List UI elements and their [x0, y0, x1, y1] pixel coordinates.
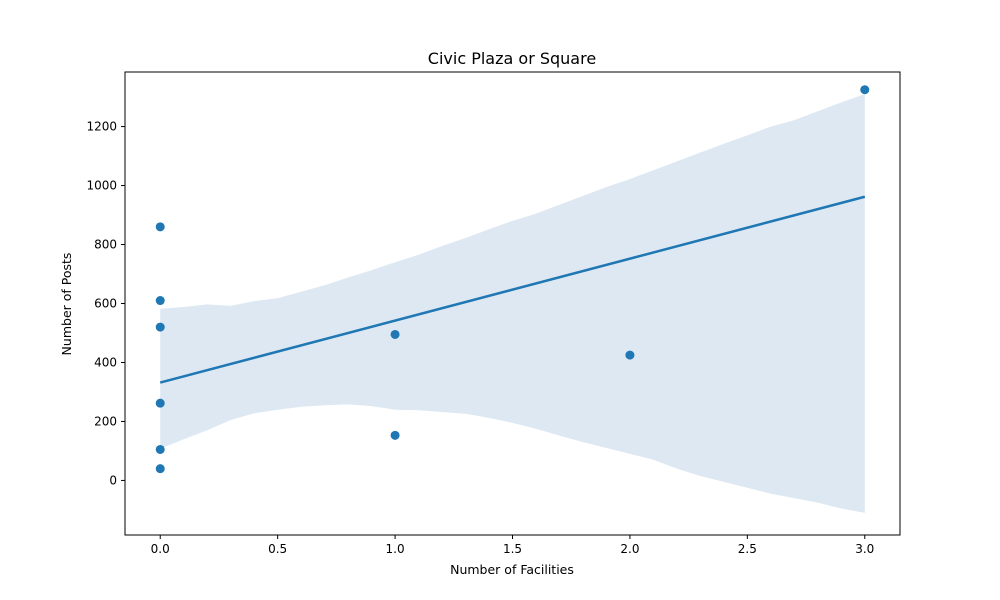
x-tick-label: 2.5 [738, 542, 757, 556]
scatter-point [155, 222, 165, 232]
scatter-point [155, 398, 165, 408]
scatter-point [625, 350, 635, 360]
scatter-point [155, 464, 165, 474]
scatter-point [390, 430, 400, 440]
x-tick-label: 3.0 [855, 542, 874, 556]
y-tick-label: 1000 [86, 179, 117, 193]
y-tick-label: 600 [94, 297, 117, 311]
regression-line [159, 195, 866, 384]
x-tick-label: 0.0 [151, 542, 170, 556]
y-tick-label: 200 [94, 414, 117, 428]
y-tick-label: 0 [109, 473, 117, 487]
scatter-point [155, 444, 165, 454]
scatter-point [155, 296, 165, 306]
scatter-point [390, 329, 400, 339]
x-tick-label: 0.5 [268, 542, 287, 556]
x-axis-label: Number of Facilities [450, 562, 574, 577]
confidence-band [160, 94, 865, 513]
x-axis-ticks: 0.0 0.5 1.0 1.5 2.0 2.5 3.0 [151, 535, 874, 556]
x-tick-label: 1.0 [386, 542, 405, 556]
confidence-band-area [160, 94, 865, 513]
scatter-points [155, 85, 870, 474]
y-tick-label: 400 [94, 355, 117, 369]
scatter-point [155, 322, 165, 332]
y-axis-ticks: 0 200 400 600 800 1000 1200 [86, 120, 125, 487]
x-tick-label: 2.0 [620, 542, 639, 556]
scatter-point [860, 85, 870, 95]
y-axis-label: Number of Posts [59, 253, 74, 356]
y-tick-label: 1200 [86, 120, 117, 134]
x-tick-label: 1.5 [503, 542, 522, 556]
y-tick-label: 800 [94, 238, 117, 252]
regression-line-path [159, 195, 866, 384]
chart-title: Civic Plaza or Square [428, 49, 596, 68]
